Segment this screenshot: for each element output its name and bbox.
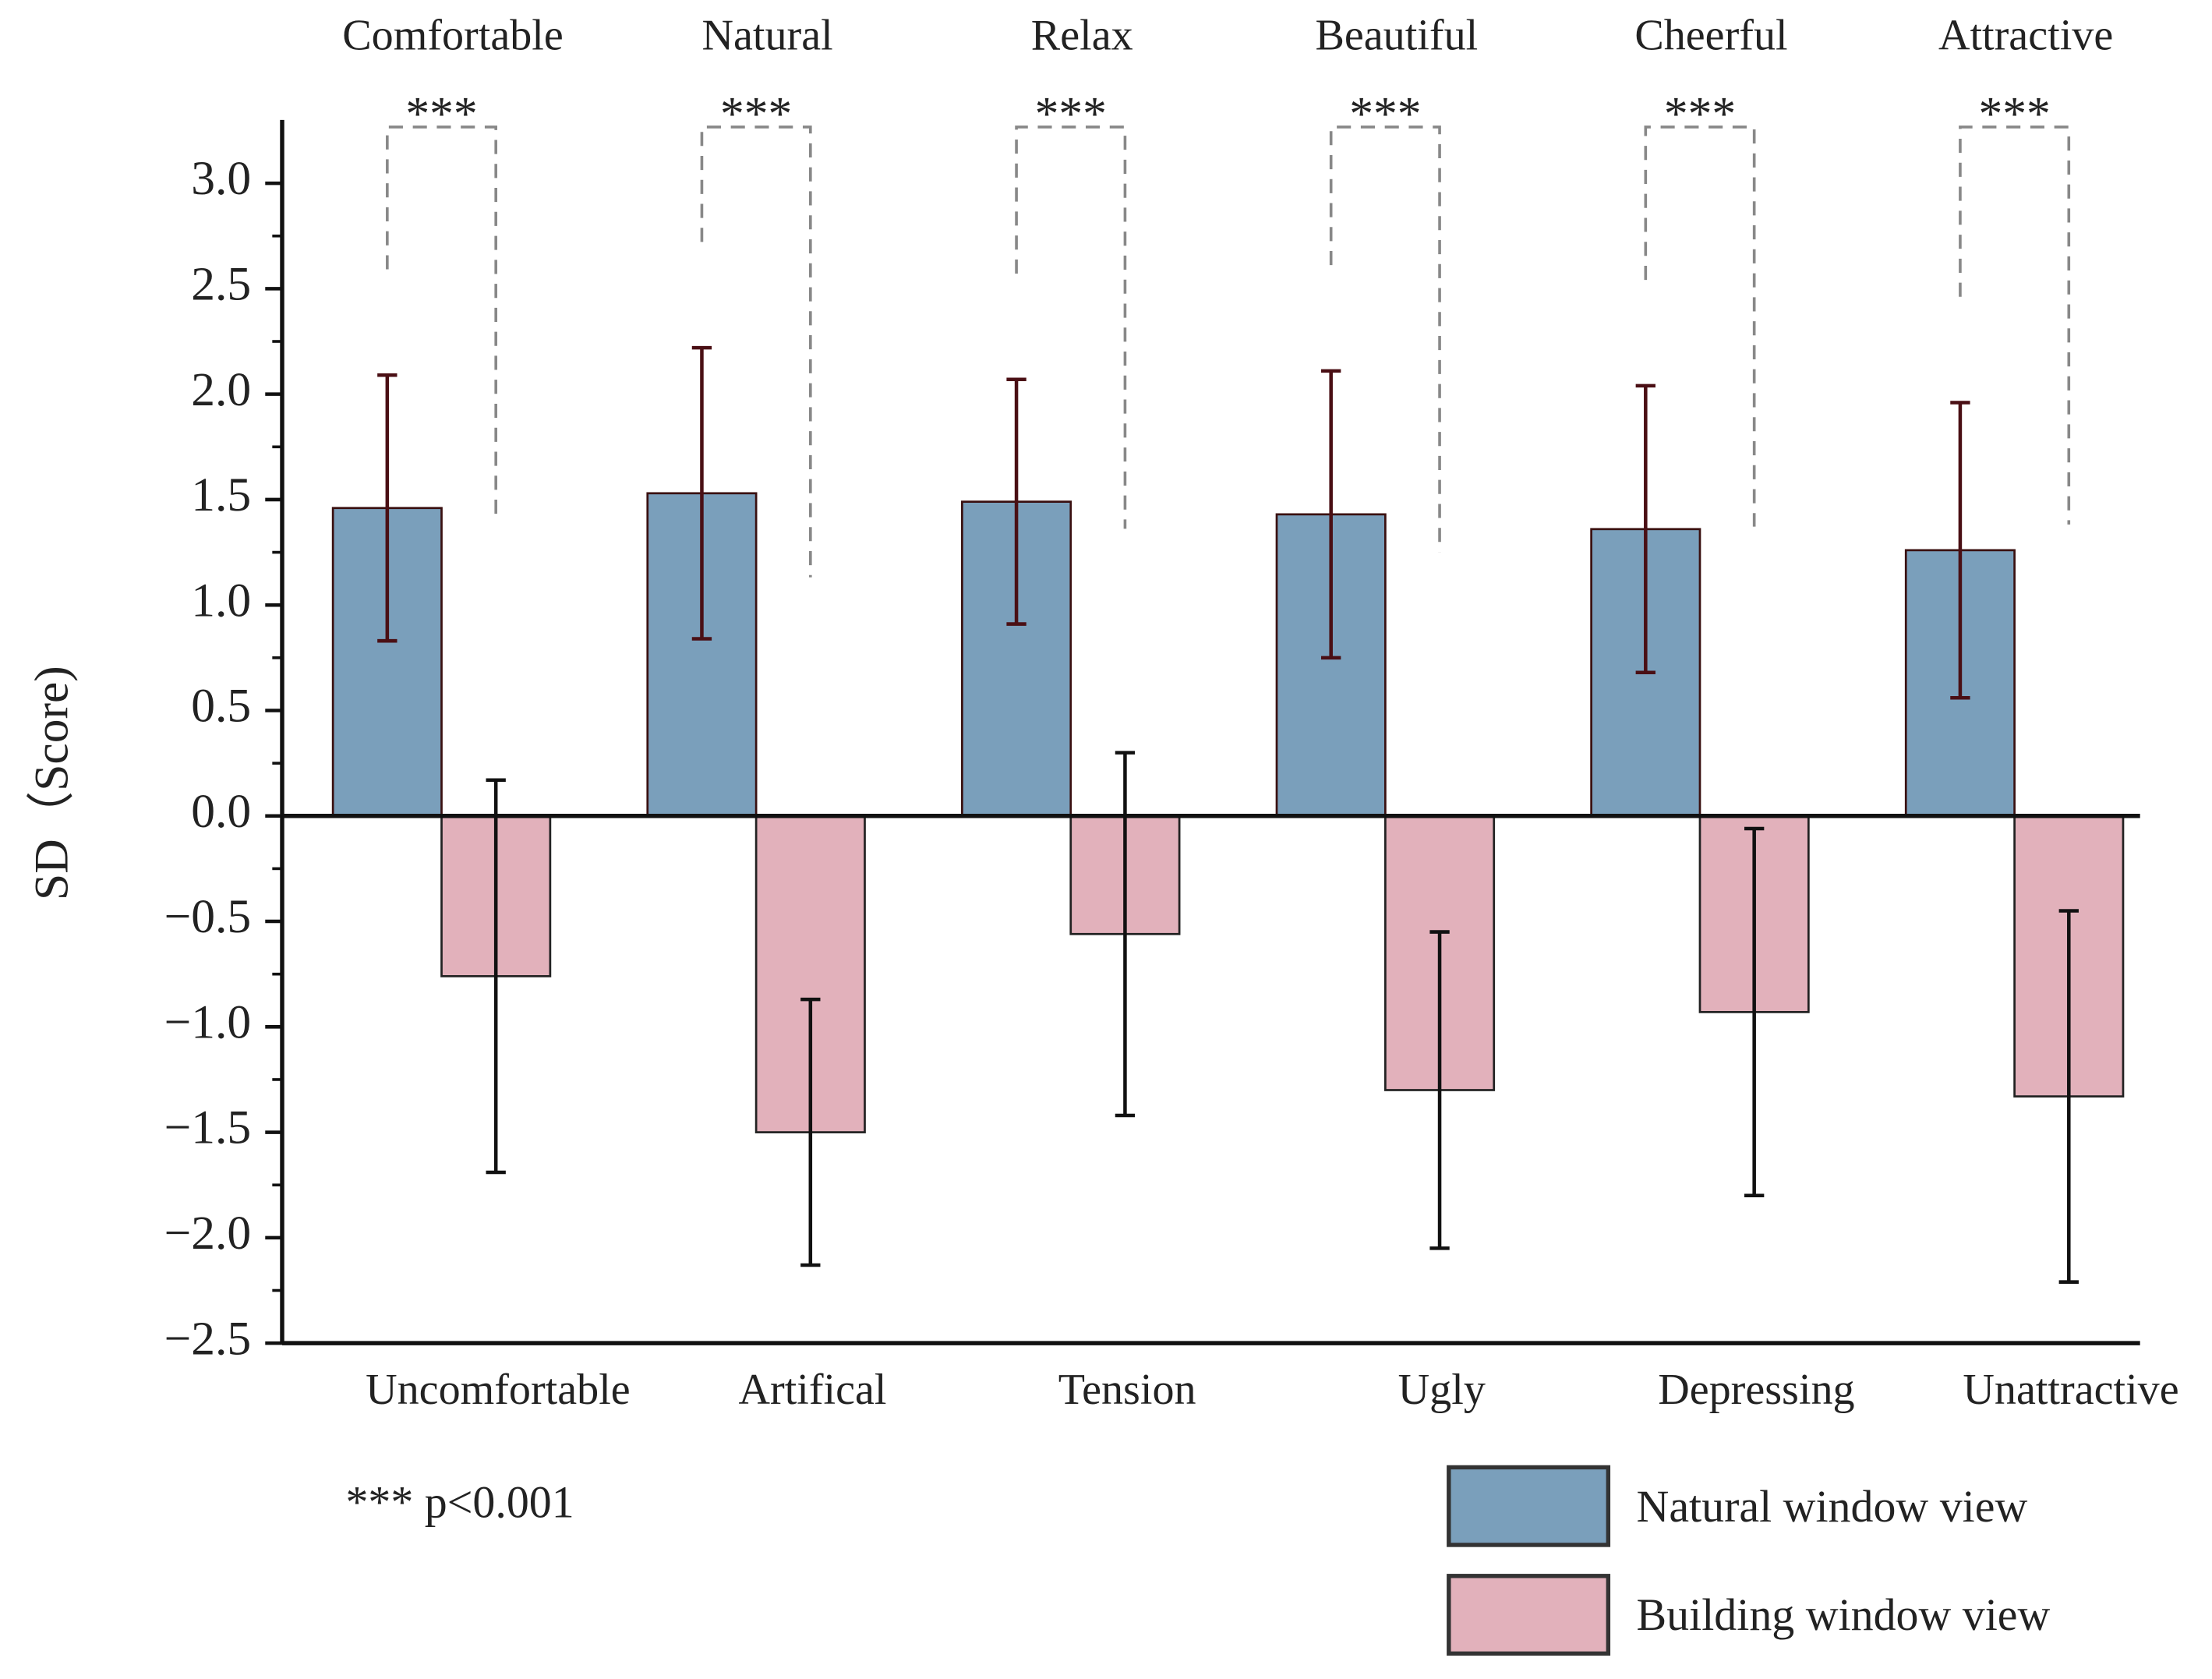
error-bar bbox=[1635, 384, 1655, 675]
y-tick-label: −2.0 bbox=[164, 1207, 252, 1260]
legend-label: Natural window view bbox=[1637, 1481, 2028, 1532]
error-bar bbox=[2058, 909, 2079, 1284]
error-bar bbox=[1744, 826, 1765, 1198]
y-tick-label: 1.5 bbox=[191, 468, 251, 521]
legend-swatch bbox=[1447, 1465, 1611, 1547]
top-category-label: Comfortable bbox=[342, 12, 564, 60]
bottom-category-label: Unattractive bbox=[1963, 1366, 2178, 1414]
error-bar bbox=[1950, 401, 1970, 700]
top-category-label: Beautiful bbox=[1315, 12, 1478, 60]
legend-label: Building window view bbox=[1637, 1589, 2051, 1640]
significance-bracket bbox=[700, 125, 812, 578]
error-bar bbox=[1429, 930, 1450, 1250]
y-tick-label: 3.0 bbox=[191, 152, 251, 205]
error-bar bbox=[1006, 377, 1026, 626]
significance-label: *** bbox=[720, 87, 792, 140]
significance-bracket bbox=[386, 125, 498, 514]
bottom-category-label: Ugly bbox=[1398, 1366, 1486, 1414]
significance-bracket bbox=[1015, 125, 1127, 529]
bar bbox=[754, 815, 866, 1133]
significance-bracket bbox=[1329, 125, 1441, 553]
error-bar bbox=[1115, 751, 1136, 1118]
error-bar bbox=[691, 345, 712, 641]
bottom-category-label: Artifical bbox=[739, 1366, 887, 1414]
y-tick-label: −0.5 bbox=[164, 890, 252, 943]
bottom-category-label: Tension bbox=[1058, 1366, 1196, 1414]
significance-label: *** bbox=[1664, 87, 1736, 140]
y-axis-label: SD（Score) bbox=[26, 666, 79, 900]
significance-bracket bbox=[1959, 125, 2071, 525]
significance-label: *** bbox=[1349, 87, 1421, 140]
y-tick-label: 2.5 bbox=[191, 257, 251, 310]
error-bar bbox=[1321, 369, 1341, 660]
bottom-category-label: Uncomfortable bbox=[366, 1366, 631, 1414]
note: *** p<0.001 bbox=[345, 1476, 574, 1527]
top-category-label: Natural bbox=[702, 12, 833, 60]
error-bar bbox=[377, 373, 398, 643]
top-category-label: Attractive bbox=[1938, 12, 2113, 60]
top-category-label: Cheerful bbox=[1634, 12, 1787, 60]
error-bar bbox=[800, 997, 821, 1267]
y-tick-label: −2.5 bbox=[164, 1312, 252, 1365]
y-tick-label: 0.5 bbox=[191, 680, 251, 733]
y-tick-label: 1.0 bbox=[191, 574, 251, 627]
error-bar bbox=[486, 778, 506, 1175]
significance-label: *** bbox=[1035, 87, 1107, 140]
y-tick-label: 2.0 bbox=[191, 363, 251, 416]
significance-bracket bbox=[1644, 125, 1756, 527]
y-tick-label: −1.5 bbox=[164, 1101, 252, 1154]
y-tick-label: −1.0 bbox=[164, 995, 252, 1048]
bottom-category-label: Depressing bbox=[1658, 1366, 1854, 1414]
significance-label: *** bbox=[405, 87, 477, 140]
legend-swatch bbox=[1447, 1574, 1611, 1656]
top-category-label: Relax bbox=[1031, 12, 1133, 60]
y-tick-label: 0.0 bbox=[191, 785, 251, 838]
significance-label: *** bbox=[1978, 87, 2050, 140]
